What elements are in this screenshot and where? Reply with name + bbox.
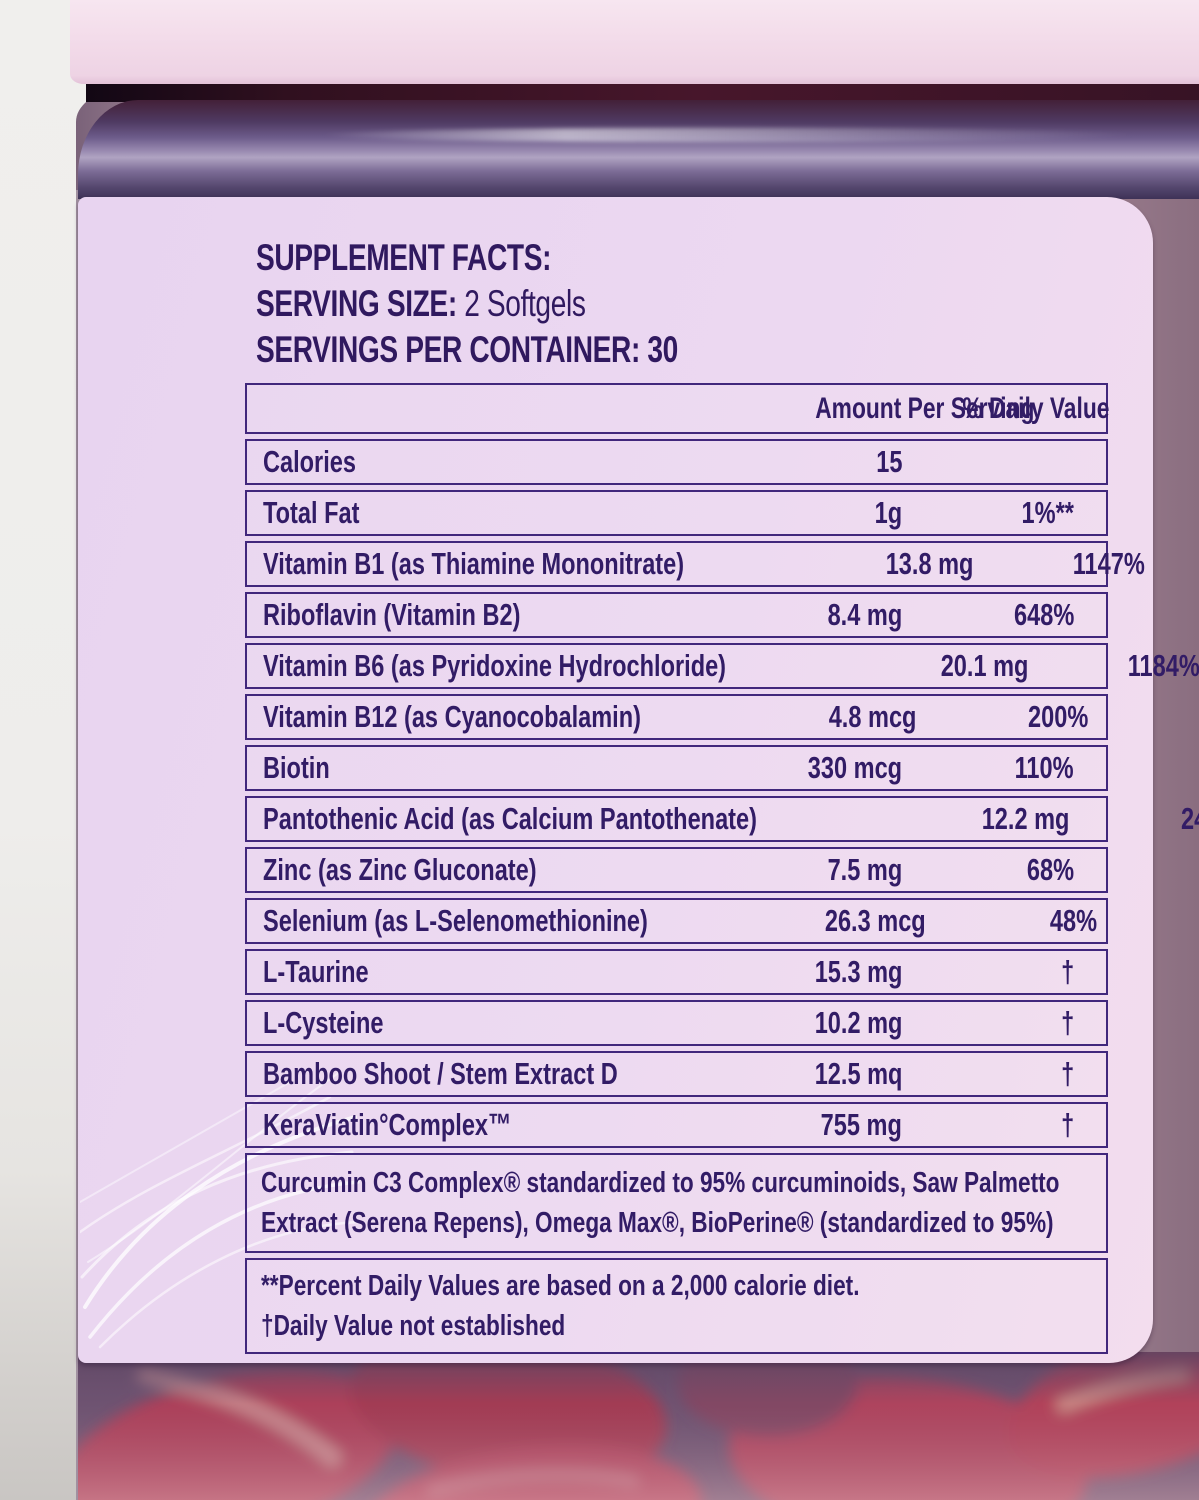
row-nutrient-name: Vitamin B12 (as Cyanocobalamin) — [263, 699, 641, 734]
row-daily-value: † — [1060, 1107, 1074, 1142]
table-rows: Calories 15 Total Fat 1g 1%** Vitamin B1… — [245, 439, 1199, 1148]
blend-note-text: Curcumin C3 Complex® standardized to 95%… — [261, 1167, 1060, 1239]
label-heading-block: SUPPLEMENT FACTS: SERVING SIZE: 2 Softge… — [256, 235, 811, 373]
row-amount: 20.1 mg — [940, 648, 1029, 683]
row-amount: 12.2 mg — [981, 801, 1069, 836]
servings-per-container-label: SERVINGS PER CONTAINER: — [256, 329, 640, 370]
row-nutrient-name: Total Fat — [263, 495, 360, 530]
row-daily-value: 110% — [1015, 750, 1074, 785]
row-amount: 12.5 mq — [814, 1056, 902, 1091]
row-daily-value: 1%** — [1021, 495, 1074, 530]
row-nutrient-name: Vitamin B1 (as Thiamine Mononitrate) — [263, 546, 685, 581]
row-daily-value — [916, 444, 1106, 480]
row-nutrient-name: L-Cysteine — [263, 1005, 384, 1040]
table-row: Pantothenic Acid (as Calcium Pantothenat… — [245, 796, 1199, 842]
table-row: Vitamin B1 (as Thiamine Mononitrate) 13.… — [245, 541, 1145, 587]
hair-strands-graphic — [80, 1071, 360, 1349]
row-daily-value: 68% — [1026, 852, 1074, 887]
blend-note-row: Curcumin C3 Complex® standardized to 95%… — [245, 1153, 1108, 1253]
supplement-facts-table: Amount Per Serving % Daily Value Calorie… — [245, 383, 1199, 1359]
row-amount: 26.3 mcg — [824, 903, 926, 938]
bottle-shoulder — [78, 100, 1199, 199]
table-row: Vitamin B6 (as Pyridoxine Hydrochloride)… — [245, 643, 1199, 689]
row-nutrient-name: Bamboo Shoot / Stem Extract D — [263, 1056, 618, 1091]
row-amount: 15.3 mg — [814, 954, 902, 989]
row-daily-value: † — [1060, 1005, 1074, 1040]
serving-size-label: SERVING SIZE: — [256, 283, 457, 324]
serving-size-value: 2 Softgels — [464, 283, 586, 324]
cap-shadow — [86, 84, 1199, 102]
row-nutrient-name: Zinc (as Zinc Gluconate) — [263, 852, 537, 887]
table-row: Calories 15 — [245, 439, 1108, 485]
table-row: Total Fat 1g 1%** — [245, 490, 1108, 536]
row-amount: 10.2 mg — [814, 1005, 902, 1040]
row-nutrient-name: L-Taurine — [263, 954, 369, 989]
row-amount: 13.8 mg — [885, 546, 974, 581]
row-amount: 15 — [875, 444, 902, 479]
row-amount: 755 mg — [820, 1107, 902, 1142]
serving-size-line: SERVING SIZE: 2 Softgels — [256, 281, 811, 327]
row-nutrient-name: Vitamin B6 (as Pyridoxine Hydrochloride) — [263, 648, 727, 683]
daily-value-header: % Daily Value — [962, 391, 1110, 425]
row-amount: 7.5 mg — [827, 852, 902, 887]
row-amount: 8.4 mg — [827, 597, 902, 632]
row-daily-value: 1184% — [1128, 648, 1199, 683]
row-nutrient-name: Selenium (as L-Selenomethionine) — [263, 903, 648, 938]
row-nutrient-name: KeraViatin°Complex™ — [263, 1107, 512, 1142]
row-daily-value: 648% — [1013, 597, 1074, 632]
label-title: SUPPLEMENT FACTS: — [256, 235, 811, 281]
shoulder-gloss-highlight — [320, 128, 1139, 142]
row-amount: 1g — [874, 495, 902, 530]
row-daily-value: 1147% — [1073, 546, 1146, 581]
row-amount: 4.8 mcg — [828, 699, 917, 734]
row-daily-value: 200% — [1028, 699, 1089, 734]
table-row: Zinc (as Zinc Gluconate) 7.5 mg 68% — [245, 847, 1108, 893]
table-row: Riboflavin (Vitamin B2) 8.4 mg 648% — [245, 592, 1108, 638]
row-nutrient-name: Pantothenic Acid (as Calcium Pantothenat… — [263, 801, 757, 836]
table-row: L-Taurine 15.3 mg † — [245, 949, 1108, 995]
table-row: Biotin 330 mcg 110% — [245, 745, 1108, 791]
table-row: Vitamin B12 (as Cyanocobalamin) 4.8 mcg … — [245, 694, 1108, 740]
row-daily-value: 245% — [1180, 801, 1199, 836]
row-daily-value: 48% — [1050, 903, 1098, 938]
table-header-row: Amount Per Serving % Daily Value — [245, 383, 1110, 434]
footnote-row: **Percent Daily Values are based on a 2,… — [245, 1258, 1108, 1354]
row-nutrient-name: Calories — [263, 444, 356, 479]
servings-per-container-line: SERVINGS PER CONTAINER: 30 — [256, 327, 811, 373]
servings-per-container-value: 30 — [647, 329, 678, 370]
row-amount: 330 mcg — [807, 750, 902, 785]
supplement-facts-label: SUPPLEMENT FACTS: SERVING SIZE: 2 Softge… — [78, 197, 1199, 1363]
row-daily-value: † — [1060, 954, 1074, 989]
table-row: Bamboo Shoot / Stem Extract D 12.5 mq † — [245, 1051, 1108, 1097]
softgels-through-bottle — [57, 1315, 1199, 1500]
row-daily-value: † — [1060, 1056, 1074, 1091]
footnote-dagger: †Daily Value not established — [261, 1310, 566, 1342]
table-row: KeraViatin°Complex™ 755 mg † — [245, 1102, 1108, 1148]
table-row: Selenium (as L-Selenomethionine) 26.3 mc… — [245, 898, 1108, 944]
bottle-cap — [70, 0, 1199, 84]
row-nutrient-name: Biotin — [263, 750, 330, 785]
label-title-text: SUPPLEMENT FACTS: — [256, 237, 552, 278]
row-nutrient-name: Riboflavin (Vitamin B2) — [263, 597, 521, 632]
table-row: L-Cysteine 10.2 mg † — [245, 1000, 1108, 1046]
amount-per-serving-header: Amount Per Serving — [815, 391, 1035, 425]
background-strip — [0, 0, 90, 1500]
footnote-daily-values: **Percent Daily Values are based on a 2,… — [261, 1270, 860, 1302]
